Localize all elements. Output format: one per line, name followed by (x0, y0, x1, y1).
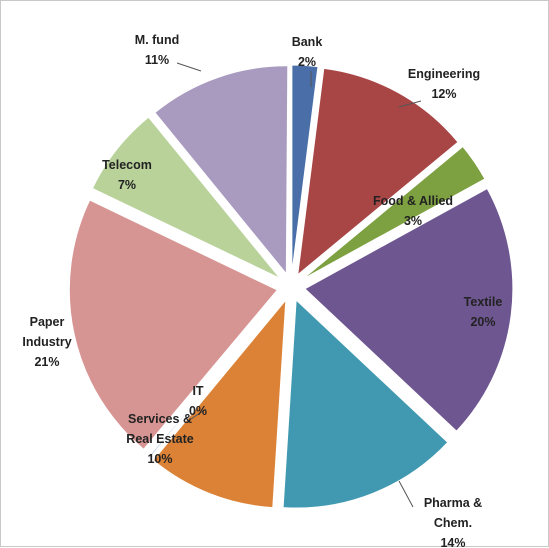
slice-bank (291, 64, 319, 274)
leader-line-engineering (398, 100, 422, 108)
label-telecom: Telecom 7% (102, 158, 152, 192)
label-m-fund: M. fund 11% (135, 33, 179, 67)
label-paper-industry: Paper Industry 21% (22, 315, 71, 369)
label-services-real-estate: Services & Real Estate 10% (126, 412, 193, 466)
slice-food-allied (302, 145, 486, 280)
leader-line-pharma-chem (398, 480, 414, 508)
slice-textile (304, 187, 514, 432)
slice-telecom (91, 116, 281, 279)
slice-engineering (297, 67, 459, 276)
leader-line-m-fund (176, 62, 202, 72)
slice-paper-industry (68, 199, 279, 451)
label-bank: Bank 2% (292, 35, 323, 69)
slice-services-real-estate (152, 298, 287, 509)
leader-line-it (190, 408, 207, 420)
slice-pharma-chem (282, 298, 449, 509)
label-pharma-chem: Pharma & Chem. 14% (424, 496, 482, 548)
label-food-allied: Food & Allied 3% (373, 194, 453, 228)
label-it: IT 0% (189, 384, 207, 418)
label-textile: Textile 20% (464, 295, 503, 329)
label-engineering: Engineering 12% (408, 67, 480, 101)
slice-m-fund (154, 65, 289, 276)
slice-it (147, 297, 283, 459)
